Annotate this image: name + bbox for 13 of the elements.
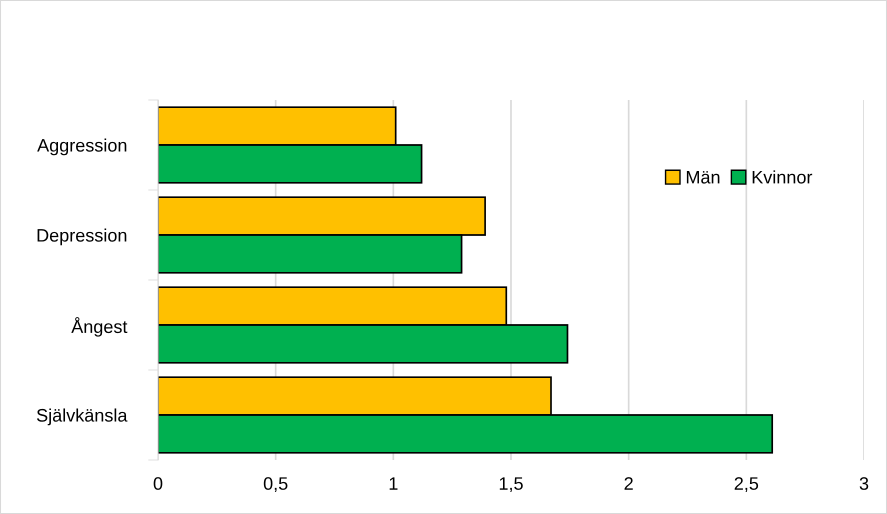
x-tick-label: 1,5: [500, 477, 523, 492]
y-tick-label: Depression: [38, 228, 126, 246]
x-tick-label: 2,5: [734, 477, 758, 492]
x-tick-label: 0: [154, 477, 162, 490]
x-tick-label: 3: [860, 477, 868, 490]
x-tick-label: 2: [624, 477, 633, 490]
y-tick-label: Ångest: [71, 317, 128, 337]
x-tick-label: 0,5: [264, 477, 288, 492]
y-tick-label: Aggression: [37, 138, 126, 156]
y-tick-label: Självkänsla: [36, 408, 128, 426]
legend-label: Kvinnor: [752, 170, 812, 184]
x-tick-label: 1: [390, 477, 398, 490]
legend-label: Män: [686, 171, 720, 184]
